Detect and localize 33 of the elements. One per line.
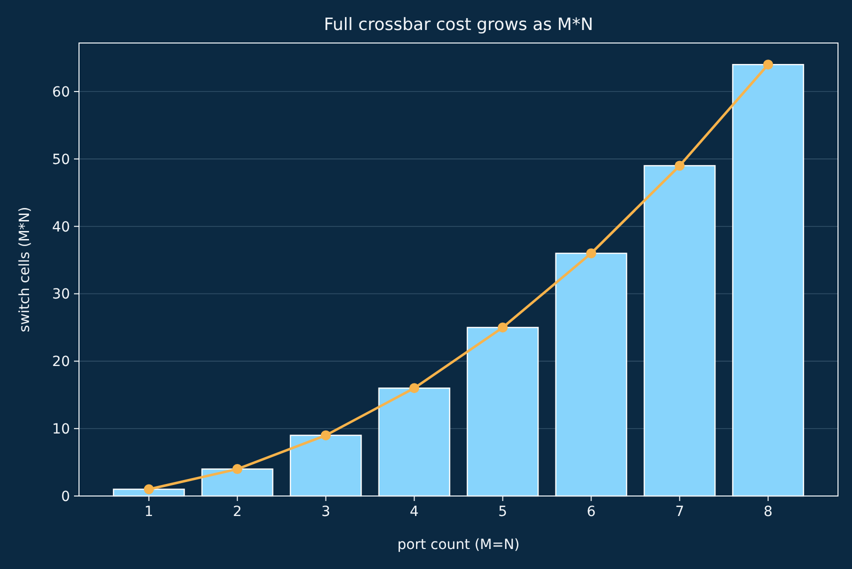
point bbox=[320, 430, 331, 440]
point bbox=[498, 322, 508, 332]
bar bbox=[555, 252, 628, 497]
point bbox=[674, 160, 685, 171]
x-tick-label: 3 bbox=[321, 504, 330, 520]
y-tick-label: 0 bbox=[61, 488, 70, 505]
x-tick-label: 8 bbox=[764, 504, 773, 520]
y-axis-title: switch cells (M*N) bbox=[17, 206, 33, 332]
y-tick-label: 10 bbox=[52, 421, 70, 438]
y-tick-label: 30 bbox=[52, 286, 70, 303]
chart-title: Full crossbar cost grows as M*N bbox=[324, 15, 594, 35]
point bbox=[232, 464, 242, 474]
x-tick-label: 6 bbox=[586, 504, 596, 520]
x-tick-label: 2 bbox=[232, 504, 242, 520]
x-tick-label: 4 bbox=[410, 504, 419, 520]
point bbox=[763, 60, 774, 70]
bar bbox=[466, 326, 539, 497]
bar bbox=[378, 388, 450, 497]
y-tick-label: 60 bbox=[52, 84, 70, 100]
bar bbox=[732, 64, 804, 497]
y-tick-label: 20 bbox=[52, 354, 70, 370]
bar bbox=[290, 434, 362, 497]
bar bbox=[201, 468, 274, 497]
x-axis-title: port count (M=N) bbox=[397, 537, 520, 553]
x-tick-label: 1 bbox=[144, 504, 154, 520]
point bbox=[409, 383, 420, 394]
y-tick-label: 50 bbox=[52, 152, 70, 168]
x-tick-label: 7 bbox=[675, 504, 684, 520]
point bbox=[586, 248, 596, 258]
bar bbox=[644, 165, 716, 497]
x-tick-label: 5 bbox=[498, 504, 508, 520]
point bbox=[144, 484, 154, 494]
y-tick-label: 40 bbox=[52, 219, 70, 236]
